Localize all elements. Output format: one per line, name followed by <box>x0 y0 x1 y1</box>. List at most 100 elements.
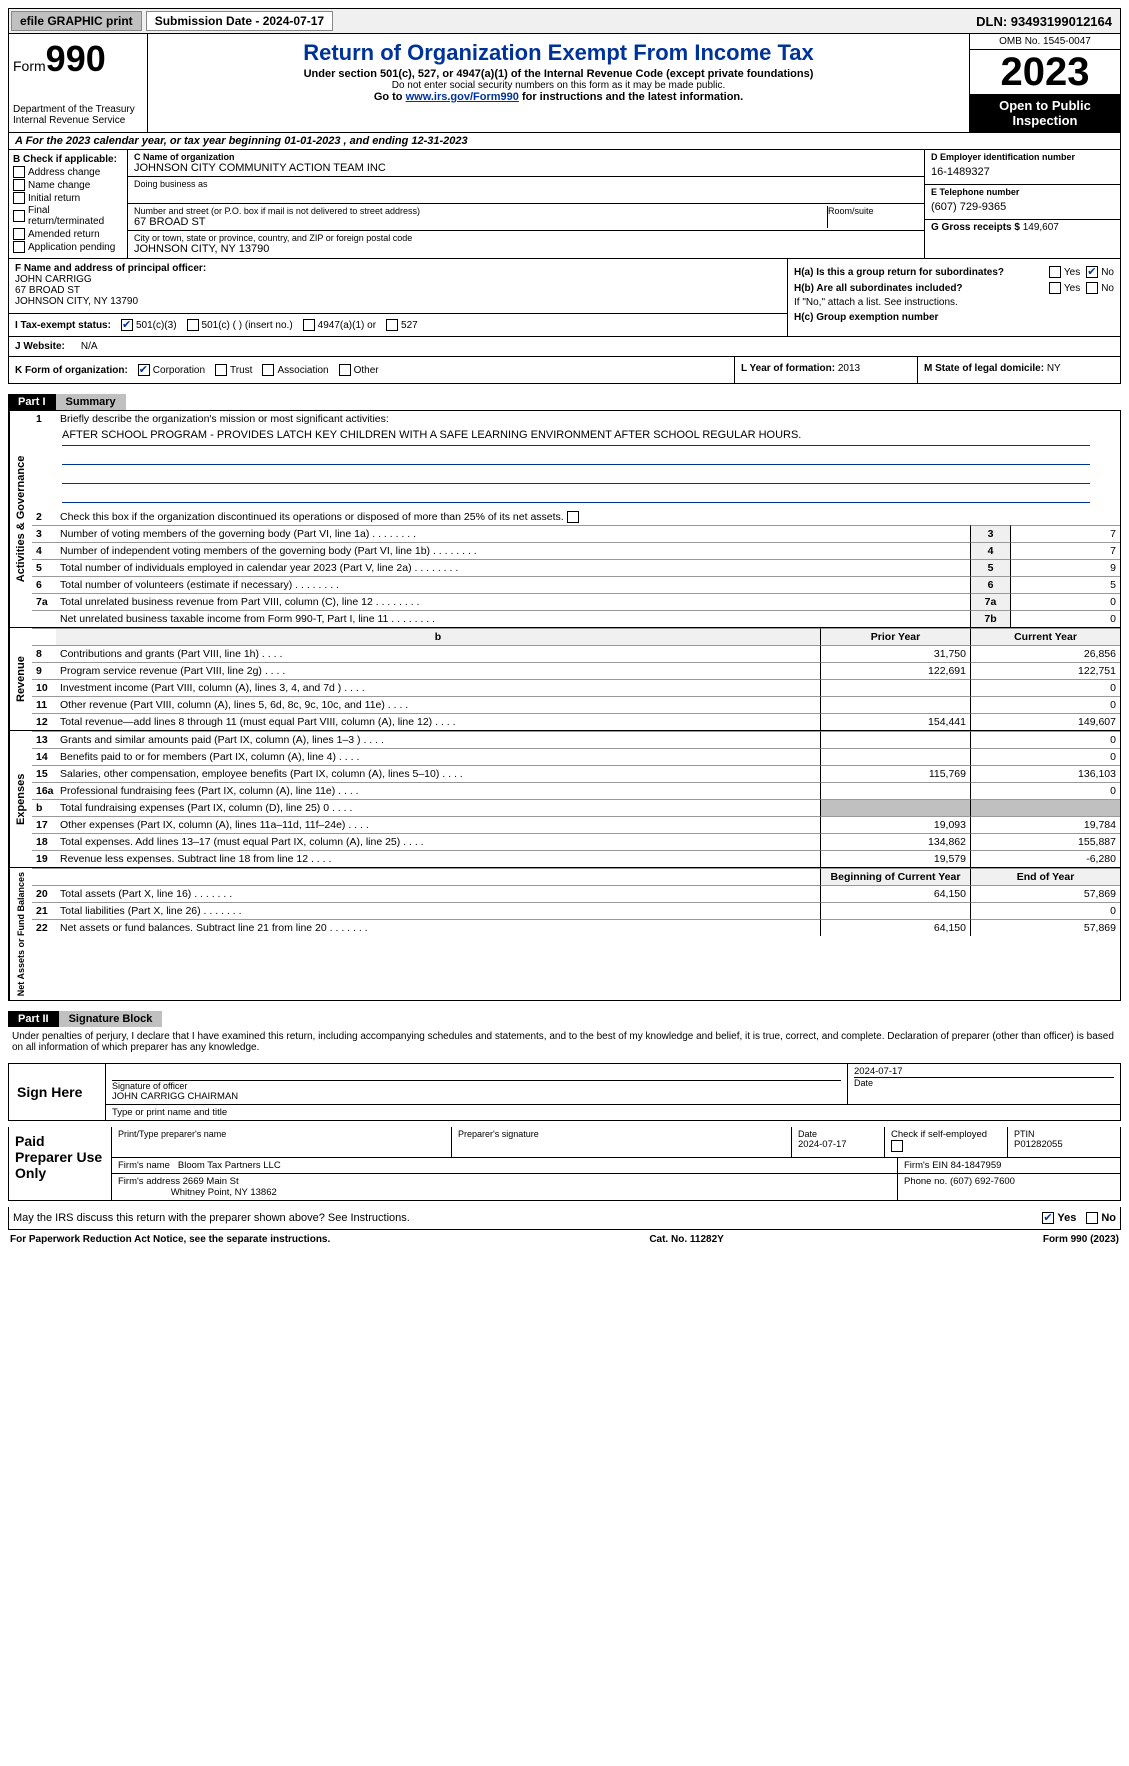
cb-trust[interactable] <box>215 364 227 376</box>
signature-section: Sign Here Signature of officer JOHN CARR… <box>8 1063 1121 1121</box>
i-o4: 527 <box>401 320 418 331</box>
mission-text: AFTER SCHOOL PROGRAM - PROVIDES LATCH KE… <box>62 427 1090 446</box>
k-o3: Association <box>277 365 328 376</box>
cb-4947[interactable] <box>303 319 315 331</box>
cb-corp[interactable] <box>138 364 150 376</box>
part1-header: Part I <box>8 394 56 410</box>
hb-note: If "No," attach a list. See instructions… <box>794 297 1114 308</box>
cb-app-pending[interactable] <box>13 241 25 253</box>
part1-box: Activities & Governance 1Briefly describ… <box>8 410 1121 1001</box>
ha-lbl: H(a) Is this a group return for subordin… <box>794 267 1043 278</box>
g-lbl: G Gross receipts $ <box>931 222 1020 233</box>
part1-title: Summary <box>56 394 126 410</box>
l1-text: Briefly describe the organization's miss… <box>60 413 1116 425</box>
b-opt-1: Name change <box>28 180 90 191</box>
sign-here-label: Sign Here <box>9 1064 106 1120</box>
b-opt-2: Initial return <box>28 193 80 204</box>
k-lbl: K Form of organization: <box>15 365 128 376</box>
cb-other[interactable] <box>339 364 351 376</box>
goto-post: for instructions and the latest informat… <box>519 91 743 103</box>
form-header: Form990 Department of the Treasury Inter… <box>8 34 1121 133</box>
cb-501c3[interactable] <box>121 319 133 331</box>
netassets-grid: Beginning of Current YearEnd of Year20To… <box>32 868 1120 936</box>
preparer-section: Paid Preparer Use Only Print/Type prepar… <box>8 1127 1121 1201</box>
cb-ha-yes[interactable] <box>1049 266 1061 278</box>
ptin-value: P01282055 <box>1014 1139 1114 1150</box>
prep-date: 2024-07-17 <box>798 1139 878 1150</box>
b-title: B Check if applicable: <box>13 154 123 165</box>
part2-header: Part II <box>8 1011 59 1027</box>
omb-number: OMB No. 1545-0047 <box>970 34 1120 50</box>
prep-date-lbl: Date <box>798 1129 878 1139</box>
cb-self-employed[interactable] <box>891 1140 903 1152</box>
cb-discontinued[interactable] <box>567 511 579 523</box>
mission-blank-2 <box>62 465 1090 484</box>
cb-ha-no[interactable] <box>1086 266 1098 278</box>
d-lbl: D Employer identification number <box>931 152 1114 162</box>
header-subtitle-2: Do not enter social security numbers on … <box>152 80 965 91</box>
i-o1: 501(c)(3) <box>136 320 177 331</box>
cb-initial-return[interactable] <box>13 192 25 204</box>
k-o4: Other <box>354 365 379 376</box>
cb-hb-yes[interactable] <box>1049 282 1061 294</box>
c-city-lbl: City or town, state or province, country… <box>134 233 918 243</box>
firm-name: Bloom Tax Partners LLC <box>178 1160 281 1171</box>
expenses-grid: 13Grants and similar amounts paid (Part … <box>32 731 1120 867</box>
c-room-lbl: Room/suite <box>828 206 918 216</box>
year-formation: 2013 <box>838 363 860 374</box>
e-lbl: E Telephone number <box>931 187 1114 197</box>
cb-assoc[interactable] <box>262 364 274 376</box>
l2-text: Check this box if the organization disco… <box>60 511 564 523</box>
section-bcdefg: B Check if applicable: Address change Na… <box>8 150 1121 259</box>
paid-preparer-label: Paid Preparer Use Only <box>9 1127 112 1200</box>
section-klm: K Form of organization: Corporation Trus… <box>8 357 1121 384</box>
vlabel-governance: Activities & Governance <box>9 411 32 627</box>
cb-address-change[interactable] <box>13 166 25 178</box>
firm-ein-lbl: Firm's EIN <box>904 1160 948 1171</box>
b-opt-0: Address change <box>28 167 100 178</box>
cb-discuss-yes[interactable] <box>1042 1212 1054 1224</box>
efile-print-button[interactable]: efile GRAPHIC print <box>11 11 142 31</box>
block-c: C Name of organizationJOHNSON CITY COMMU… <box>128 150 924 258</box>
state-domicile: NY <box>1047 363 1061 374</box>
footer-left: For Paperwork Reduction Act Notice, see … <box>10 1234 330 1245</box>
block-b: B Check if applicable: Address change Na… <box>9 150 128 258</box>
i-o2: 501(c) ( ) (insert no.) <box>202 320 293 331</box>
cb-amended[interactable] <box>13 228 25 240</box>
sig-date-lbl: Date <box>854 1078 1114 1088</box>
ha-yes: Yes <box>1064 267 1080 278</box>
org-city: JOHNSON CITY, NY 13790 <box>134 243 918 255</box>
cb-final-return[interactable] <box>13 210 25 222</box>
k-o2: Trust <box>230 365 252 376</box>
sig-officer-lbl: Signature of officer <box>112 1081 841 1091</box>
header-subtitle-1: Under section 501(c), 527, or 4947(a)(1)… <box>152 68 965 80</box>
i-lbl: I Tax-exempt status: <box>15 320 111 331</box>
hc-lbl: H(c) Group exemption number <box>794 312 1114 323</box>
prep-name-lbl: Print/Type preparer's name <box>118 1129 445 1139</box>
mission-blank-3 <box>62 484 1090 503</box>
cb-name-change[interactable] <box>13 179 25 191</box>
cb-527[interactable] <box>386 319 398 331</box>
section-fh: F Name and address of principal officer:… <box>8 259 1121 337</box>
cb-hb-no[interactable] <box>1086 282 1098 294</box>
section-j: J Website: N/A <box>8 337 1121 357</box>
cb-discuss-no[interactable] <box>1086 1212 1098 1224</box>
hb-no: No <box>1101 283 1114 294</box>
b-opt-4: Amended return <box>28 229 100 240</box>
footer-right: Form 990 (2023) <box>1043 1234 1119 1245</box>
form-title: Return of Organization Exempt From Incom… <box>152 40 965 66</box>
b-opt-3: Final return/terminated <box>28 205 123 227</box>
revenue-grid: bPrior YearCurrent Year8Contributions an… <box>32 628 1120 730</box>
irs-link[interactable]: www.irs.gov/Form990 <box>406 91 519 103</box>
c-dba-lbl: Doing business as <box>134 179 918 189</box>
firm-phone-lbl: Phone no. <box>904 1176 947 1187</box>
goto-pre: Go to <box>374 91 406 103</box>
discuss-text: May the IRS discuss this return with the… <box>13 1212 1032 1224</box>
discuss-yes: Yes <box>1057 1212 1076 1224</box>
org-street: 67 BROAD ST <box>134 216 827 228</box>
officer-addr2: JOHNSON CITY, NY 13790 <box>15 296 781 307</box>
cb-501c[interactable] <box>187 319 199 331</box>
sig-date: 2024-07-17 <box>854 1066 1114 1078</box>
tax-year: 2023 <box>970 50 1120 94</box>
block-f: F Name and address of principal officer:… <box>9 259 788 336</box>
